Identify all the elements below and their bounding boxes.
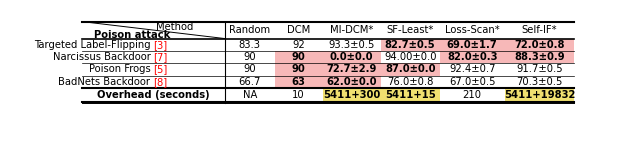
Text: [5]: [5]	[154, 64, 168, 74]
Text: 63: 63	[292, 77, 305, 87]
Text: 72.0±0.8: 72.0±0.8	[515, 40, 565, 50]
Text: Loss-Scan*: Loss-Scan*	[445, 25, 500, 35]
Bar	[323, 51, 381, 63]
Text: 66.7: 66.7	[239, 77, 261, 87]
Text: 67.0±0.5: 67.0±0.5	[449, 77, 495, 87]
Bar	[323, 76, 381, 88]
Text: SF-Least*: SF-Least*	[387, 25, 434, 35]
Text: 87.0±0.0: 87.0±0.0	[385, 64, 435, 74]
Text: [3]: [3]	[154, 40, 168, 50]
Text: Method: Method	[156, 22, 194, 32]
Text: 76.0±0.8: 76.0±0.8	[387, 77, 433, 87]
Text: 92.4±0.7: 92.4±0.7	[449, 64, 495, 74]
Text: 90: 90	[243, 64, 256, 74]
Text: DCM: DCM	[287, 25, 310, 35]
Bar	[505, 88, 575, 102]
Bar	[440, 51, 505, 63]
Bar	[275, 51, 323, 63]
Text: Poison attack: Poison attack	[94, 30, 170, 40]
Text: 93.3±0.5: 93.3±0.5	[328, 40, 375, 50]
Text: 82.7±0.5: 82.7±0.5	[385, 40, 435, 50]
Text: 90: 90	[292, 52, 305, 62]
Text: 210: 210	[463, 90, 482, 100]
Bar	[323, 63, 381, 76]
Text: Targeted Label-Flipping: Targeted Label-Flipping	[34, 40, 154, 50]
Text: Random: Random	[229, 25, 270, 35]
Text: Poison Frogs: Poison Frogs	[89, 64, 154, 74]
Text: 5411+19832: 5411+19832	[504, 90, 575, 100]
Bar	[275, 76, 323, 88]
Text: 91.7±0.5: 91.7±0.5	[516, 64, 563, 74]
Text: BadNets Backdoor: BadNets Backdoor	[58, 77, 154, 87]
Bar	[323, 88, 381, 102]
Text: 90: 90	[243, 52, 256, 62]
Text: Narcissus Backdoor: Narcissus Backdoor	[52, 52, 154, 62]
Bar	[505, 39, 575, 51]
Text: 92: 92	[292, 40, 305, 50]
Text: 70.3±0.5: 70.3±0.5	[516, 77, 563, 87]
Text: [8]: [8]	[154, 77, 168, 87]
Text: 82.0±0.3: 82.0±0.3	[447, 52, 497, 62]
Text: 0.0±0.0: 0.0±0.0	[330, 52, 373, 62]
Text: NA: NA	[243, 90, 257, 100]
Text: [7]: [7]	[154, 52, 168, 62]
Bar	[381, 63, 440, 76]
Bar	[505, 51, 575, 63]
Text: 62.0±0.0: 62.0±0.0	[326, 77, 377, 87]
Text: 69.0±1.7: 69.0±1.7	[447, 40, 497, 50]
Text: 90: 90	[292, 64, 305, 74]
Text: MI-DCM*: MI-DCM*	[330, 25, 373, 35]
Bar	[275, 63, 323, 76]
Text: Self-IF*: Self-IF*	[522, 25, 557, 35]
Bar	[381, 39, 440, 51]
Text: 10: 10	[292, 90, 305, 100]
Bar	[440, 39, 505, 51]
Text: 94.00±0.0: 94.00±0.0	[384, 52, 436, 62]
Bar	[381, 88, 440, 102]
Text: 72.7±2.9: 72.7±2.9	[326, 64, 377, 74]
Text: 5411+300: 5411+300	[323, 90, 380, 100]
Text: 5411+15: 5411+15	[385, 90, 436, 100]
Text: 88.3±0.9: 88.3±0.9	[515, 52, 565, 62]
Text: Overhead (seconds): Overhead (seconds)	[97, 90, 210, 100]
Text: 83.3: 83.3	[239, 40, 260, 50]
